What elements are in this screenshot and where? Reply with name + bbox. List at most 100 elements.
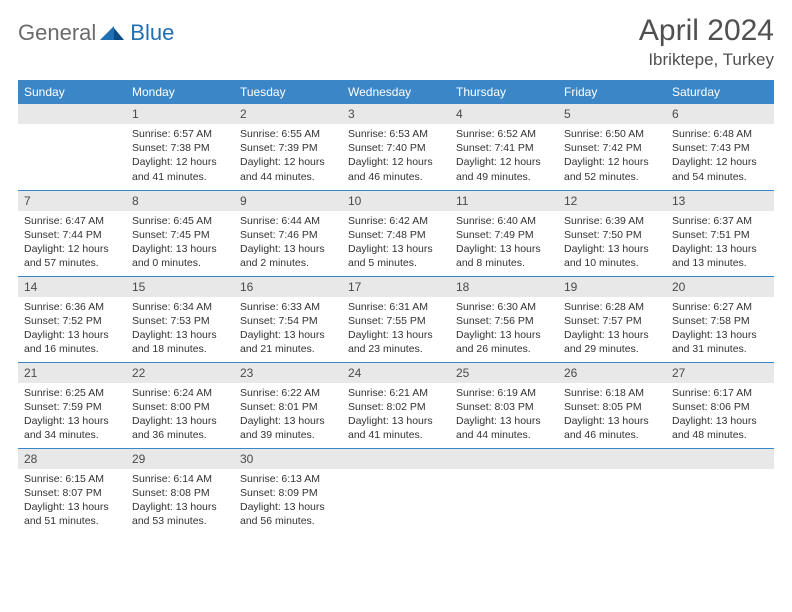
brand-part1: General xyxy=(18,20,96,46)
sunrise-text: Sunrise: 6:24 AM xyxy=(132,386,228,400)
sunrise-text: Sunrise: 6:40 AM xyxy=(456,214,552,228)
header-right: April 2024 Ibriktepe, Turkey xyxy=(639,14,774,70)
calendar-day-cell: 17Sunrise: 6:31 AMSunset: 7:55 PMDayligh… xyxy=(342,276,450,362)
calendar-day-cell: 14Sunrise: 6:36 AMSunset: 7:52 PMDayligh… xyxy=(18,276,126,362)
daylight-text: Daylight: 12 hours and 49 minutes. xyxy=(456,155,552,183)
calendar-day-cell: 20Sunrise: 6:27 AMSunset: 7:58 PMDayligh… xyxy=(666,276,774,362)
calendar-week-row: 1Sunrise: 6:57 AMSunset: 7:38 PMDaylight… xyxy=(18,104,774,190)
sunset-text: Sunset: 8:06 PM xyxy=(672,400,768,414)
daylight-text: Daylight: 12 hours and 54 minutes. xyxy=(672,155,768,183)
day-number: 4 xyxy=(450,104,558,124)
daylight-text: Daylight: 12 hours and 52 minutes. xyxy=(564,155,660,183)
sunset-text: Sunset: 8:07 PM xyxy=(24,486,120,500)
calendar-day-cell: 24Sunrise: 6:21 AMSunset: 8:02 PMDayligh… xyxy=(342,362,450,448)
day-number xyxy=(342,449,450,469)
day-info: Sunrise: 6:39 AMSunset: 7:50 PMDaylight:… xyxy=(558,211,666,273)
sunrise-text: Sunrise: 6:44 AM xyxy=(240,214,336,228)
calendar-day-cell: 7Sunrise: 6:47 AMSunset: 7:44 PMDaylight… xyxy=(18,190,126,276)
calendar-day-cell: 25Sunrise: 6:19 AMSunset: 8:03 PMDayligh… xyxy=(450,362,558,448)
day-info: Sunrise: 6:36 AMSunset: 7:52 PMDaylight:… xyxy=(18,297,126,359)
day-info: Sunrise: 6:55 AMSunset: 7:39 PMDaylight:… xyxy=(234,124,342,186)
day-info: Sunrise: 6:31 AMSunset: 7:55 PMDaylight:… xyxy=(342,297,450,359)
calendar-day-cell: 6Sunrise: 6:48 AMSunset: 7:43 PMDaylight… xyxy=(666,104,774,190)
day-info: Sunrise: 6:47 AMSunset: 7:44 PMDaylight:… xyxy=(18,211,126,273)
sunrise-text: Sunrise: 6:48 AM xyxy=(672,127,768,141)
day-number: 19 xyxy=(558,277,666,297)
day-number: 27 xyxy=(666,363,774,383)
sunset-text: Sunset: 8:00 PM xyxy=(132,400,228,414)
day-number: 21 xyxy=(18,363,126,383)
day-info: Sunrise: 6:44 AMSunset: 7:46 PMDaylight:… xyxy=(234,211,342,273)
sunset-text: Sunset: 7:41 PM xyxy=(456,141,552,155)
sunrise-text: Sunrise: 6:57 AM xyxy=(132,127,228,141)
calendar-day-cell xyxy=(18,104,126,190)
day-info: Sunrise: 6:45 AMSunset: 7:45 PMDaylight:… xyxy=(126,211,234,273)
day-number xyxy=(450,449,558,469)
daylight-text: Daylight: 13 hours and 18 minutes. xyxy=(132,328,228,356)
calendar-page: General Blue April 2024 Ibriktepe, Turke… xyxy=(0,0,792,612)
sunset-text: Sunset: 8:01 PM xyxy=(240,400,336,414)
daylight-text: Daylight: 13 hours and 39 minutes. xyxy=(240,414,336,442)
calendar-day-cell: 26Sunrise: 6:18 AMSunset: 8:05 PMDayligh… xyxy=(558,362,666,448)
sunrise-text: Sunrise: 6:39 AM xyxy=(564,214,660,228)
day-number: 23 xyxy=(234,363,342,383)
weekday-header: Tuesday xyxy=(234,80,342,104)
calendar-day-cell xyxy=(558,448,666,534)
sunrise-text: Sunrise: 6:31 AM xyxy=(348,300,444,314)
sunset-text: Sunset: 7:39 PM xyxy=(240,141,336,155)
sunset-text: Sunset: 7:38 PM xyxy=(132,141,228,155)
sunset-text: Sunset: 7:42 PM xyxy=(564,141,660,155)
sunset-text: Sunset: 8:03 PM xyxy=(456,400,552,414)
day-number xyxy=(558,449,666,469)
sunrise-text: Sunrise: 6:25 AM xyxy=(24,386,120,400)
sunrise-text: Sunrise: 6:18 AM xyxy=(564,386,660,400)
sunrise-text: Sunrise: 6:34 AM xyxy=(132,300,228,314)
sunset-text: Sunset: 7:40 PM xyxy=(348,141,444,155)
brand-part2: Blue xyxy=(130,20,174,46)
weekday-header: Thursday xyxy=(450,80,558,104)
sunset-text: Sunset: 7:51 PM xyxy=(672,228,768,242)
sunset-text: Sunset: 7:50 PM xyxy=(564,228,660,242)
daylight-text: Daylight: 13 hours and 51 minutes. xyxy=(24,500,120,528)
calendar-day-cell: 28 Sunrise: 6:15 AMSunset: 8:07 PMDayligh… xyxy=(18,448,126,534)
calendar-day-cell: 2Sunrise: 6:55 AMSunset: 7:39 PMDaylight… xyxy=(234,104,342,190)
daylight-text: Daylight: 13 hours and 26 minutes. xyxy=(456,328,552,356)
day-info: Sunrise: 6:17 AMSunset: 8:06 PMDaylight:… xyxy=(666,383,774,445)
day-info: Sunrise: 6:37 AMSunset: 7:51 PMDaylight:… xyxy=(666,211,774,273)
day-number: 13 xyxy=(666,191,774,211)
daylight-text: Daylight: 13 hours and 2 minutes. xyxy=(240,242,336,270)
daylight-text: Daylight: 13 hours and 48 minutes. xyxy=(672,414,768,442)
day-number: 6 xyxy=(666,104,774,124)
sunrise-text: Sunrise: 6:28 AM xyxy=(564,300,660,314)
calendar-day-cell: 9Sunrise: 6:44 AMSunset: 7:46 PMDaylight… xyxy=(234,190,342,276)
calendar-table: SundayMondayTuesdayWednesdayThursdayFrid… xyxy=(18,80,774,534)
day-number: 7 xyxy=(18,191,126,211)
sunrise-text: Sunrise: 6:36 AM xyxy=(24,300,120,314)
calendar-day-cell: 16Sunrise: 6:33 AMSunset: 7:54 PMDayligh… xyxy=(234,276,342,362)
day-info: Sunrise: 6:53 AMSunset: 7:40 PMDaylight:… xyxy=(342,124,450,186)
daylight-text: Daylight: 13 hours and 34 minutes. xyxy=(24,414,120,442)
day-info: Sunrise: 6:40 AMSunset: 7:49 PMDaylight:… xyxy=(450,211,558,273)
daylight-text: Daylight: 12 hours and 46 minutes. xyxy=(348,155,444,183)
day-number: 29 xyxy=(126,449,234,469)
sunrise-text: Sunrise: 6:15 AM xyxy=(24,472,120,486)
day-number: 28 xyxy=(18,449,126,469)
daylight-text: Daylight: 13 hours and 0 minutes. xyxy=(132,242,228,270)
calendar-week-row: 14Sunrise: 6:36 AMSunset: 7:52 PMDayligh… xyxy=(18,276,774,362)
day-number: 26 xyxy=(558,363,666,383)
day-number: 9 xyxy=(234,191,342,211)
weekday-header: Friday xyxy=(558,80,666,104)
day-number: 1 xyxy=(126,104,234,124)
day-info: Sunrise: 6:57 AMSunset: 7:38 PMDaylight:… xyxy=(126,124,234,186)
location-label: Ibriktepe, Turkey xyxy=(639,50,774,70)
calendar-day-cell xyxy=(666,448,774,534)
day-number: 2 xyxy=(234,104,342,124)
daylight-text: Daylight: 13 hours and 13 minutes. xyxy=(672,242,768,270)
sunset-text: Sunset: 8:08 PM xyxy=(132,486,228,500)
day-number: 11 xyxy=(450,191,558,211)
calendar-day-cell xyxy=(342,448,450,534)
day-number: 18 xyxy=(450,277,558,297)
sunset-text: Sunset: 7:54 PM xyxy=(240,314,336,328)
calendar-day-cell: 21Sunrise: 6:25 AMSunset: 7:59 PMDayligh… xyxy=(18,362,126,448)
sunset-text: Sunset: 7:56 PM xyxy=(456,314,552,328)
